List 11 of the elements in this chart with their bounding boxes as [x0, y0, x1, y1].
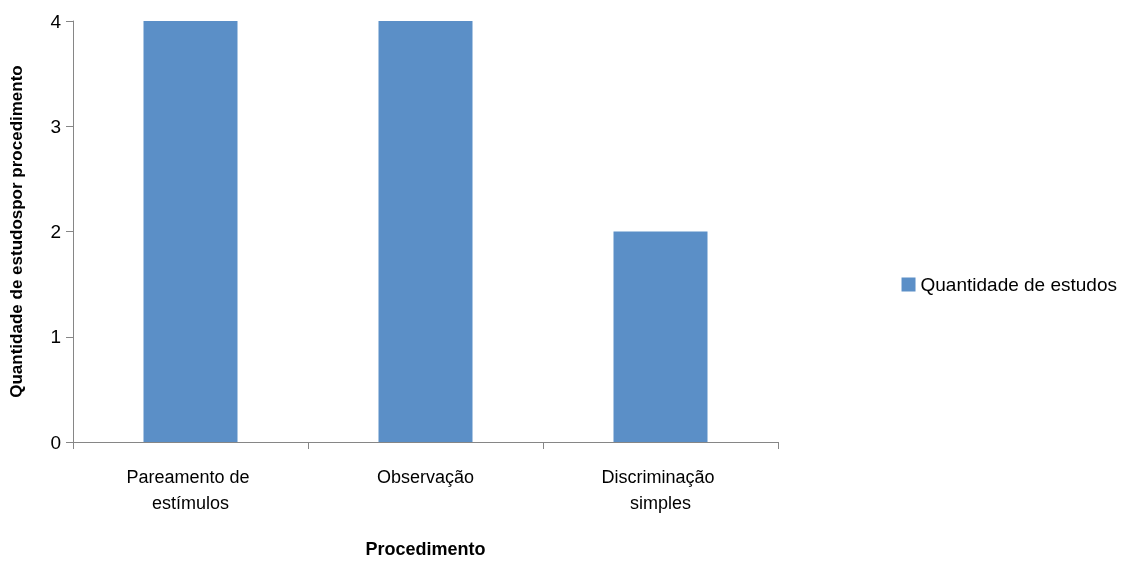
x-tick-label: Observação: [376, 467, 475, 487]
x-tick-label: Discriminação simples: [601, 467, 720, 513]
legend-label: Quantidade de estudos: [920, 274, 1118, 295]
y-tick-label: 0: [50, 431, 61, 453]
y-tick-label: 2: [50, 221, 61, 242]
y-tick-label: 4: [50, 10, 62, 32]
y-tick-label: 1: [50, 326, 61, 348]
y-tick-label: 3: [50, 115, 61, 137]
x-axis-title: Procedimento: [365, 539, 486, 559]
x-tick-label: Pareamento de estímulos: [126, 467, 255, 513]
y-axis-title: Quantidade de estudospor procedimento: [7, 65, 26, 398]
